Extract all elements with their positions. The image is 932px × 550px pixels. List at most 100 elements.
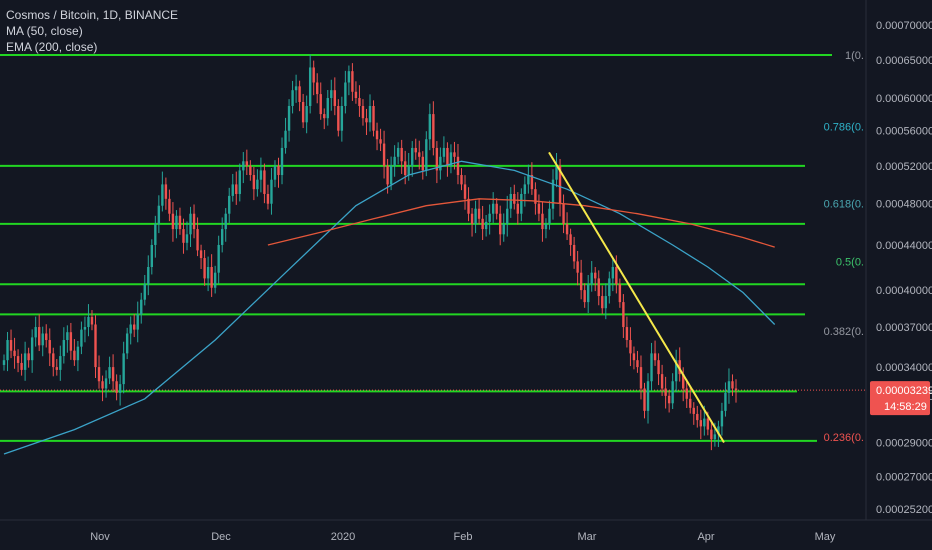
candle-body — [273, 165, 277, 180]
time-axis[interactable]: Nov Dec 2020 Feb Mar Apr May — [90, 531, 836, 543]
candle-body — [372, 105, 375, 131]
price-tick-label: 0.00044000 — [876, 240, 932, 252]
time-tick-label: Mar — [578, 531, 597, 543]
candle-body — [111, 367, 115, 382]
candle-body — [333, 90, 337, 106]
candle-body — [192, 213, 196, 230]
fib-level-label: 0.5(0. — [836, 256, 864, 268]
candle-body — [421, 156, 424, 171]
candle-body — [569, 234, 572, 245]
time-tick-label: 2020 — [331, 531, 355, 543]
candle-body — [34, 327, 37, 338]
fib-level-label: 0.618(0. — [824, 199, 864, 211]
candle-body — [608, 278, 611, 297]
candle-body — [646, 381, 650, 411]
candle-body — [674, 360, 678, 382]
candle-body — [467, 198, 470, 214]
candle-body — [217, 244, 220, 273]
candle-body — [189, 213, 192, 235]
candle-body — [294, 86, 298, 91]
candle-body — [506, 208, 509, 224]
candle-body — [129, 324, 132, 334]
candle-body — [351, 71, 354, 92]
candle-body — [326, 98, 329, 119]
downtrend-line[interactable] — [548, 151, 725, 443]
candle-body — [69, 332, 73, 351]
price-tick-label: 0.00060000 — [876, 93, 932, 105]
candle-body — [734, 388, 738, 390]
candle-body — [330, 90, 333, 99]
candle-body — [298, 86, 301, 102]
trendline — [548, 151, 725, 443]
candle-body — [245, 161, 249, 166]
candle-body — [699, 420, 703, 427]
candle-body — [365, 118, 368, 123]
candle-body — [94, 324, 97, 368]
candle-body — [389, 165, 393, 185]
candle-body — [361, 105, 365, 119]
candle-body — [562, 203, 565, 224]
ema-indicator-label[interactable]: EMA (200, close) — [6, 40, 98, 54]
candle-body — [90, 316, 94, 325]
candle-body — [453, 152, 456, 157]
price-tick-label: 0.00070000 — [876, 20, 932, 32]
candle-body — [347, 71, 351, 83]
candle-body — [551, 179, 555, 209]
candle-body — [509, 193, 512, 209]
candle-body — [87, 316, 90, 328]
candle-body — [210, 267, 213, 288]
candle-body — [224, 213, 227, 230]
candle-body — [206, 267, 210, 279]
candle-body — [692, 407, 695, 414]
candle-body — [20, 362, 23, 370]
candle-body — [55, 367, 58, 370]
candle-body — [586, 284, 590, 303]
candle-body — [48, 340, 51, 354]
candle-body — [601, 296, 604, 309]
candle-body — [717, 426, 720, 435]
candle-body — [710, 429, 713, 440]
candle-body — [277, 165, 280, 176]
candle-body — [59, 356, 62, 370]
candle-body — [235, 184, 238, 194]
candle-body — [379, 139, 382, 144]
candle-body — [653, 353, 657, 361]
candle-body — [491, 203, 495, 214]
candle-body — [73, 350, 76, 361]
candle-body — [403, 161, 407, 176]
candle-body — [270, 179, 273, 204]
price-tick-label: 0.00034000 — [876, 362, 932, 374]
candle-body — [125, 333, 129, 354]
fib-level-label: 0.236(0. — [824, 432, 864, 444]
candle-body — [157, 205, 161, 224]
candle-body — [308, 67, 312, 106]
candle-body — [147, 267, 150, 285]
candle-body — [45, 333, 48, 341]
price-tick-label: 0.00052000 — [876, 161, 932, 173]
candle-body — [196, 229, 199, 251]
candle-body — [713, 434, 717, 440]
candle-body — [133, 324, 136, 330]
candle-body — [456, 156, 460, 176]
candlesticks — [2, 54, 738, 451]
candle-body — [80, 329, 83, 347]
candle-body — [104, 378, 108, 389]
candle-body — [411, 147, 414, 166]
candle-body — [449, 152, 453, 166]
price-tick-label: 0.00056000 — [876, 126, 932, 138]
candle-body — [52, 353, 55, 368]
candle-body — [263, 170, 266, 194]
candle-body — [470, 213, 474, 224]
candle-body — [13, 350, 16, 357]
ma-indicator-label[interactable]: MA (50, close) — [6, 24, 83, 38]
price-axis[interactable]: 0.00070000 0.00065000 0.00060000 0.00056000… — [870, 20, 932, 516]
candle-body — [495, 203, 498, 214]
symbol-title[interactable]: Cosmos / Bitcoin, 1D, BINANCE — [6, 8, 179, 22]
candle-body — [671, 381, 674, 404]
fib-level-label: 0.786(0. — [824, 122, 864, 134]
candle-body — [706, 418, 710, 430]
grid-lines — [0, 0, 932, 521]
candle-body — [418, 152, 421, 157]
